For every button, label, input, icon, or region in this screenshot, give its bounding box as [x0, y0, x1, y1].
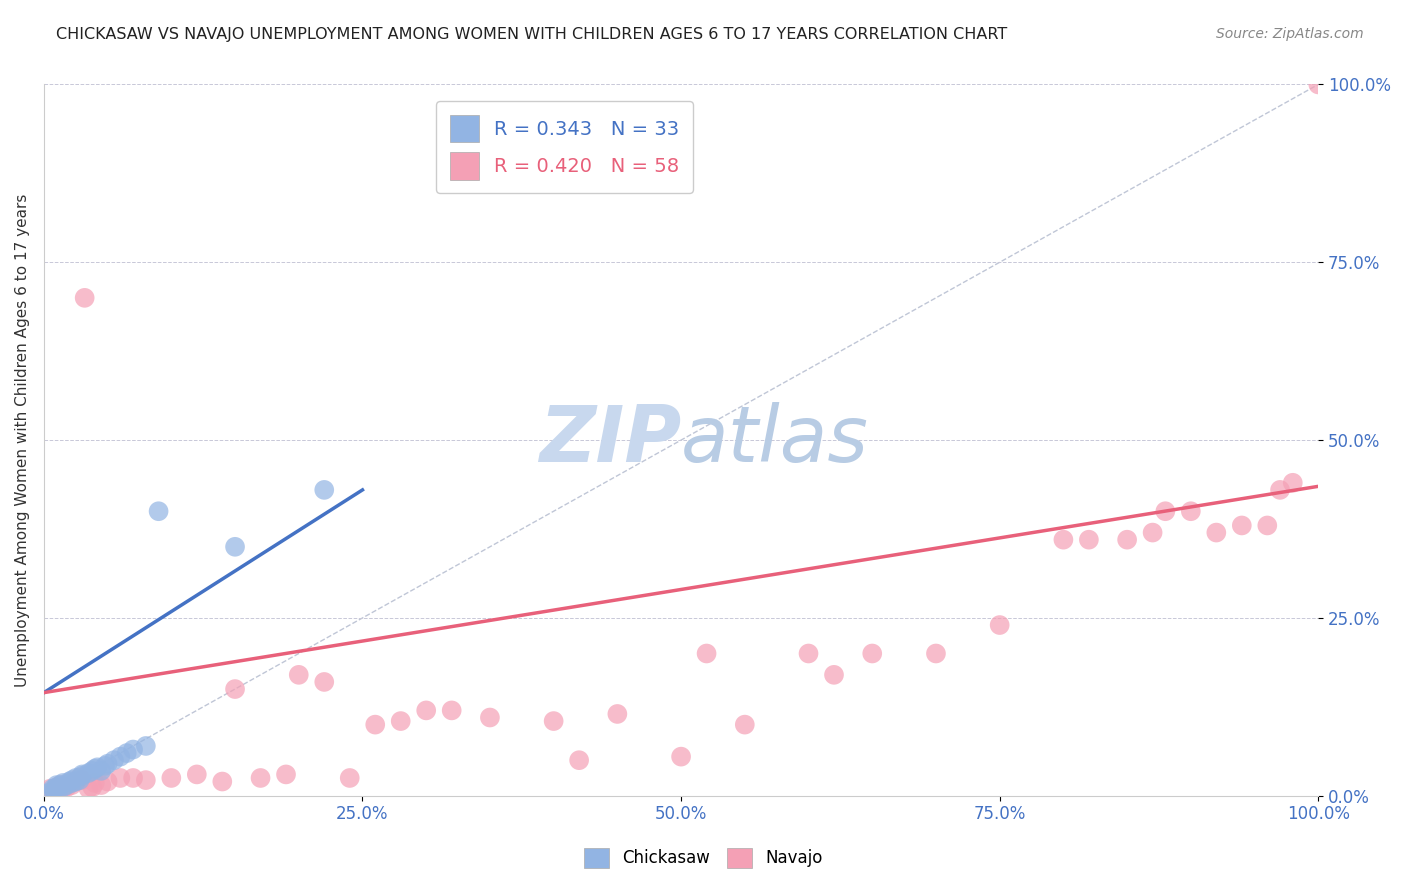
- Point: [56, 780, 79, 795]
- Point: [90, 764, 112, 778]
- Point: [69, 771, 91, 785]
- Point: [94, 759, 117, 773]
- Point: [1256, 518, 1278, 533]
- Point: [135, 739, 157, 753]
- Point: [1205, 525, 1227, 540]
- Point: [82, 780, 104, 795]
- Point: [696, 647, 718, 661]
- Point: [1308, 78, 1330, 92]
- Point: [69, 773, 91, 788]
- Text: atlas: atlas: [681, 402, 869, 478]
- Point: [90, 778, 112, 792]
- Point: [39, 785, 62, 799]
- Point: [249, 771, 271, 785]
- Point: [211, 774, 233, 789]
- Point: [65, 771, 87, 785]
- Point: [1077, 533, 1099, 547]
- Point: [314, 483, 336, 497]
- Text: Source: ZipAtlas.com: Source: ZipAtlas.com: [1216, 27, 1364, 41]
- Point: [42, 783, 65, 797]
- Point: [135, 773, 157, 788]
- Point: [39, 781, 62, 796]
- Point: [65, 774, 87, 789]
- Point: [1154, 504, 1177, 518]
- Point: [669, 749, 692, 764]
- Point: [224, 540, 246, 554]
- Point: [364, 717, 387, 731]
- Point: [389, 714, 412, 728]
- Point: [1180, 504, 1202, 518]
- Point: [97, 756, 120, 771]
- Point: [48, 781, 70, 796]
- Point: [65, 774, 87, 789]
- Point: [77, 766, 100, 780]
- Point: [734, 717, 756, 731]
- Point: [122, 742, 145, 756]
- Legend: R = 0.343   N = 33, R = 0.420   N = 58: R = 0.343 N = 33, R = 0.420 N = 58: [436, 102, 693, 194]
- Point: [440, 703, 463, 717]
- Point: [1268, 483, 1291, 497]
- Point: [478, 710, 501, 724]
- Point: [73, 291, 96, 305]
- Point: [70, 767, 93, 781]
- Point: [797, 647, 820, 661]
- Point: [415, 703, 437, 717]
- Point: [52, 781, 75, 796]
- Point: [925, 647, 948, 661]
- Point: [115, 746, 138, 760]
- Point: [60, 773, 83, 788]
- Point: [45, 780, 67, 795]
- Point: [49, 778, 72, 792]
- Point: [70, 769, 93, 783]
- Point: [48, 783, 70, 797]
- Point: [1142, 525, 1164, 540]
- Point: [52, 776, 75, 790]
- Point: [58, 774, 80, 789]
- Point: [83, 776, 105, 790]
- Point: [60, 776, 83, 790]
- Point: [860, 647, 883, 661]
- Point: [49, 778, 72, 792]
- Point: [97, 774, 120, 789]
- Point: [339, 771, 361, 785]
- Point: [224, 681, 246, 696]
- Point: [1281, 475, 1303, 490]
- Point: [1116, 533, 1139, 547]
- Point: [56, 778, 79, 792]
- Point: [148, 504, 170, 518]
- Point: [122, 771, 145, 785]
- Point: [77, 781, 100, 796]
- Point: [42, 781, 65, 796]
- Point: [103, 753, 125, 767]
- Point: [160, 771, 183, 785]
- Y-axis label: Unemployment Among Women with Children Ages 6 to 17 years: Unemployment Among Women with Children A…: [15, 194, 30, 687]
- Point: [45, 778, 67, 792]
- Point: [314, 675, 336, 690]
- Point: [110, 749, 132, 764]
- Point: [186, 767, 208, 781]
- Point: [42, 785, 65, 799]
- Point: [86, 760, 108, 774]
- Point: [45, 780, 67, 795]
- Point: [70, 773, 93, 788]
- Point: [83, 762, 105, 776]
- Point: [823, 668, 845, 682]
- Point: [606, 706, 628, 721]
- Point: [58, 776, 80, 790]
- Point: [287, 668, 309, 682]
- Point: [52, 780, 75, 795]
- Point: [543, 714, 565, 728]
- Point: [60, 778, 83, 792]
- Text: ZIP: ZIP: [538, 402, 681, 478]
- Point: [1052, 533, 1074, 547]
- Point: [110, 771, 132, 785]
- Point: [988, 618, 1011, 632]
- Point: [274, 767, 297, 781]
- Point: [568, 753, 591, 767]
- Legend: Chickasaw, Navajo: Chickasaw, Navajo: [576, 841, 830, 875]
- Point: [82, 764, 104, 778]
- Text: CHICKASAW VS NAVAJO UNEMPLOYMENT AMONG WOMEN WITH CHILDREN AGES 6 TO 17 YEARS CO: CHICKASAW VS NAVAJO UNEMPLOYMENT AMONG W…: [56, 27, 1008, 42]
- Point: [1230, 518, 1253, 533]
